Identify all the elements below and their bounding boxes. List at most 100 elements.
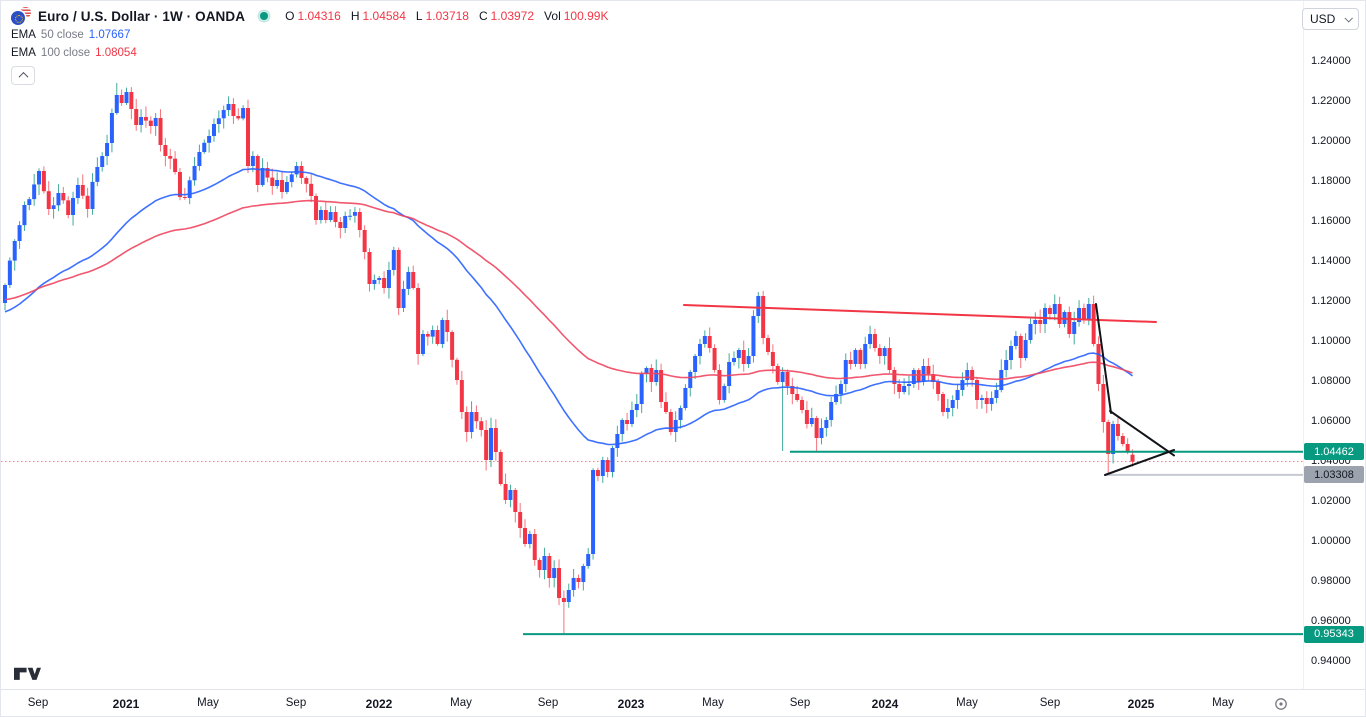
candle-body — [498, 452, 503, 484]
candle-body — [785, 372, 790, 386]
candle-body — [1009, 346, 1014, 360]
price-chart[interactable] — [1, 1, 1303, 689]
candle-body — [532, 534, 537, 560]
volume-label: Vol — [544, 9, 561, 23]
candle-body — [1086, 304, 1091, 320]
candle-body — [1130, 454, 1135, 462]
candle-body — [950, 400, 955, 408]
candle-body — [192, 166, 197, 181]
candle-body — [464, 412, 469, 432]
candle-body — [547, 556, 552, 578]
candle-body — [800, 400, 805, 410]
candle-body — [1004, 360, 1009, 370]
price-level-label-1: 1.03308 — [1304, 466, 1364, 484]
candle-body — [999, 370, 1004, 390]
candle-body — [1091, 304, 1096, 344]
candle-body — [600, 460, 605, 476]
candle-body — [90, 181, 95, 209]
candle-body — [27, 199, 32, 205]
wedge-lower-line[interactable] — [1104, 449, 1175, 476]
candle-body — [984, 398, 989, 404]
candle-body — [707, 336, 712, 348]
candle-body — [114, 95, 119, 113]
candle-body — [459, 380, 464, 412]
candle-body — [605, 460, 610, 472]
close-label: C — [478, 9, 488, 23]
currency-dropdown[interactable]: USD — [1302, 8, 1359, 30]
candle-body — [75, 185, 80, 199]
chart-plot-area[interactable] — [1, 1, 1303, 689]
candle-body — [7, 260, 12, 285]
candle-body — [838, 384, 843, 394]
settings-icon[interactable] — [1273, 696, 1289, 712]
price-tick-label: 1.24000 — [1311, 55, 1351, 67]
indicator-legend-ema100[interactable]: EMA 100 close 1.08054 — [11, 44, 608, 62]
candle-body — [1120, 436, 1125, 444]
symbol-title[interactable]: Euro / U.S. Dollar · 1W · OANDA — [38, 8, 246, 24]
candle-body — [1023, 340, 1028, 358]
candle-body — [348, 215, 353, 217]
tradingview-logo[interactable] — [14, 667, 41, 682]
time-axis-year-label: 2024 — [871, 697, 899, 711]
price-tick-label: 1.12000 — [1311, 295, 1351, 307]
candle-body — [775, 366, 780, 382]
collapse-legend-button[interactable] — [11, 66, 35, 85]
candle-body — [323, 210, 328, 220]
time-axis-month-label: Sep — [1039, 697, 1061, 709]
price-tick-label: 1.22000 — [1311, 95, 1351, 107]
candle-body — [1057, 304, 1062, 324]
candle-body — [877, 348, 882, 356]
ema50-name: EMA — [11, 29, 36, 41]
candle-body — [591, 470, 596, 554]
candle-body — [940, 394, 945, 412]
time-axis-month-label: Sep — [789, 697, 811, 709]
candle-body — [343, 216, 348, 228]
open-label: O — [285, 9, 295, 23]
candle-body — [202, 142, 207, 152]
candle-body — [872, 334, 877, 348]
candle-body — [435, 330, 440, 344]
us-flag-icon — [20, 7, 31, 18]
time-axis-month-label: Sep — [285, 697, 307, 709]
candle-body — [163, 145, 168, 156]
candle-body — [576, 578, 581, 582]
candle-body — [615, 434, 620, 448]
ema50-params: 50 close — [40, 29, 84, 41]
candle-body — [659, 370, 664, 402]
candle-body — [445, 320, 450, 332]
candle-body — [105, 143, 110, 157]
candle-body — [542, 556, 547, 570]
candle-body — [892, 370, 897, 384]
low-label: L — [415, 9, 423, 23]
candle-body — [746, 356, 751, 364]
candle-body — [284, 182, 289, 192]
candle-body — [931, 374, 936, 382]
candle-body — [1028, 324, 1033, 340]
candle-body — [328, 212, 333, 220]
candle-body — [926, 366, 931, 374]
candle-body — [474, 412, 479, 422]
candle-body — [697, 344, 702, 356]
candle-body — [401, 288, 406, 308]
wedge-upper-line[interactable] — [1109, 410, 1175, 457]
candle-body — [673, 420, 678, 432]
candle-body — [537, 560, 542, 570]
indicator-legend-ema50[interactable]: EMA 50 close 1.07667 — [11, 26, 608, 44]
price-axis[interactable]: 1.24000 1.22000 1.20000 1.18000 1.16000 1.140… — [1303, 1, 1365, 689]
descending-resistance-trendline[interactable] — [683, 304, 1157, 323]
candle-body — [780, 372, 785, 382]
candle-body — [897, 384, 902, 392]
candle-body — [304, 178, 309, 184]
price-tick-label: 1.02000 — [1311, 495, 1351, 507]
price-tick-label: 1.16000 — [1311, 215, 1351, 227]
candle-body — [736, 350, 741, 358]
breakdown-pole-line[interactable] — [1095, 303, 1112, 414]
price-tick-label: 0.98000 — [1311, 575, 1351, 587]
candle-body — [503, 484, 508, 500]
chart-legend: Euro / U.S. Dollar · 1W · OANDA O 1.04316… — [11, 6, 608, 85]
candle-body — [668, 412, 673, 432]
candle-body — [1081, 308, 1086, 320]
time-axis-month-label: Sep — [27, 697, 49, 709]
time-axis[interactable]: Sep 2021 May Sep 2022 May Sep 2023 May Sep 2024 May… — [1, 689, 1365, 716]
price-tick-label: 1.00000 — [1311, 535, 1351, 547]
